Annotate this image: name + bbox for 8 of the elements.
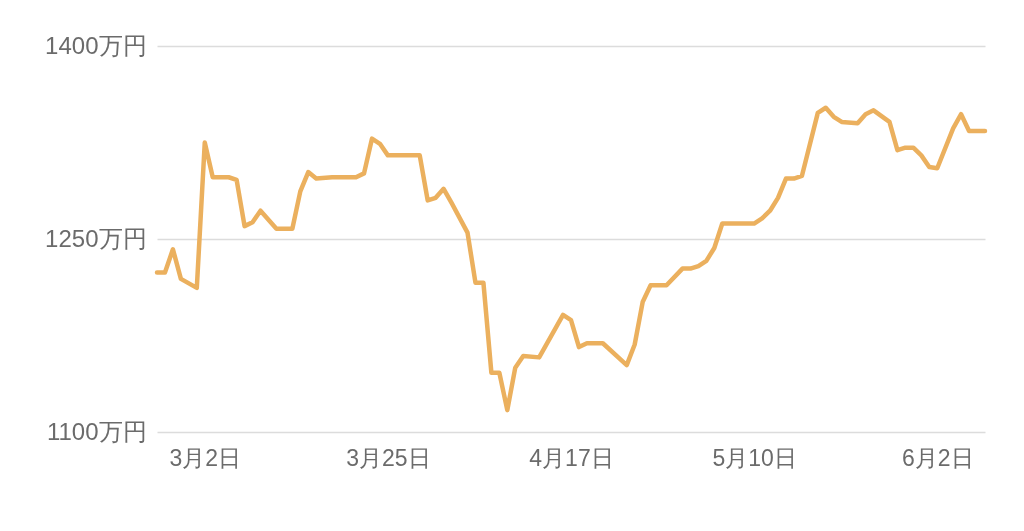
y-tick-label: 1400万円 [45,31,147,59]
x-tick-label: 4月17日 [529,444,614,471]
x-tick-label: 3月2日 [169,444,242,471]
y-tick-label: 1100万円 [46,417,147,445]
x-tick-label: 3月25日 [346,444,431,471]
x-tick-label: 6月2日 [901,444,974,471]
y-tick-label: 1250万円 [45,224,147,252]
x-tick-label: 5月10日 [712,444,797,471]
